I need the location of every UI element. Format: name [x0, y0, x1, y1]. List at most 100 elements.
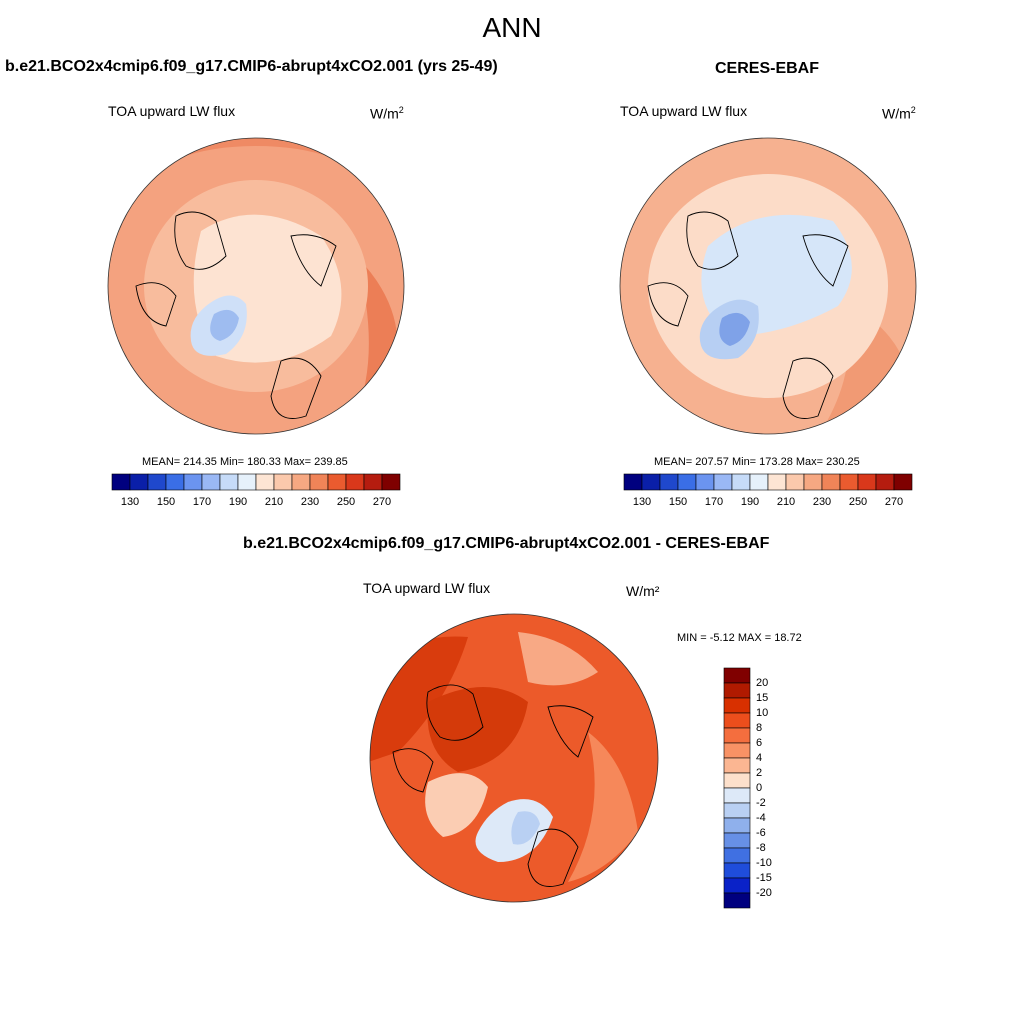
- colorbar-1-swatch: [381, 473, 401, 491]
- colorbar-2-swatch: [713, 473, 733, 491]
- colorbar-3-tick-label: -2: [756, 797, 766, 809]
- panel-2-colorbar-ticks: 130 150 170 190 210 230 250 270: [624, 496, 912, 510]
- panel-3-variable-label: TOA upward LW flux: [363, 580, 491, 596]
- map-3-boundary: [369, 613, 659, 903]
- colorbar-3-tick-label: 4: [756, 752, 763, 764]
- colorbar-2-tick-label: 210: [776, 496, 796, 508]
- colorbar-2-swatch: [839, 473, 859, 491]
- colorbar-2-swatch: [623, 473, 643, 491]
- colorbar-3-tick-label: 8: [756, 722, 763, 734]
- panel-1-variable-label: TOA upward LW flux: [108, 103, 236, 119]
- colorbar-3-tick-label: -20: [756, 887, 772, 899]
- panel-3-units: W/m²: [626, 583, 660, 599]
- colorbar-2-swatch: [695, 473, 715, 491]
- colorbar-3-swatch: [723, 682, 751, 699]
- colorbar-2-tick-label: 230: [812, 496, 832, 508]
- colorbar-3-swatch: [723, 877, 751, 894]
- colorbar-2-tick-label: 170: [704, 496, 724, 508]
- map-1-boundary: [107, 137, 405, 435]
- colorbar-1-swatch: [183, 473, 203, 491]
- panel-3-polar-map: [369, 613, 659, 903]
- colorbar-1-tick-label: 210: [264, 496, 284, 508]
- colorbar-3-swatch: [723, 892, 751, 909]
- colorbar-3-swatch: [723, 697, 751, 714]
- panel-3-colorbar: [723, 667, 751, 909]
- colorbar-3-swatch: [723, 847, 751, 864]
- map-2-boundary: [619, 137, 917, 435]
- map-3-fill-negative-core: [511, 811, 540, 845]
- colorbar-2-swatch: [641, 473, 661, 491]
- panel-1-polar-map: [107, 137, 405, 435]
- map-2-coastlines: [647, 211, 849, 419]
- colorbar-1-swatch: [273, 473, 293, 491]
- colorbar-1-tick-label: 230: [300, 496, 320, 508]
- panel-2-units: W/m2: [882, 105, 916, 122]
- map-3-fill-arctic: [427, 687, 528, 772]
- colorbar-3-tick-label: 0: [756, 782, 763, 794]
- panel-2-colorbar: [623, 473, 913, 491]
- colorbar-3-tick-label: 6: [756, 737, 763, 749]
- colorbar-1-tick-label: 250: [336, 496, 356, 508]
- colorbar-1-swatch: [219, 473, 239, 491]
- colorbar-3-tick-label: 2: [756, 767, 763, 779]
- colorbar-1-swatch: [255, 473, 275, 491]
- colorbar-2-tick-label: 190: [740, 496, 760, 508]
- panel-1-colorbar: [111, 473, 401, 491]
- colorbar-3-tick-label: -10: [756, 857, 772, 869]
- colorbar-2-swatch: [767, 473, 787, 491]
- panel-1-colorbar-ticks: 130 150 170 190 210 230 250 270: [112, 496, 400, 510]
- colorbar-3-swatch: [723, 817, 751, 834]
- colorbar-3-swatch: [723, 832, 751, 849]
- panel-1-stats: MEAN= 214.35 Min= 180.33 Max= 239.85: [142, 456, 348, 468]
- colorbar-2-swatch: [875, 473, 895, 491]
- colorbar-1-swatch: [201, 473, 221, 491]
- colorbar-1-tick-label: 130: [120, 496, 140, 508]
- colorbar-3-swatch: [723, 862, 751, 879]
- map-3-fill-outer: [370, 614, 658, 902]
- colorbar-2-swatch: [749, 473, 769, 491]
- colorbar-2-swatch: [893, 473, 913, 491]
- colorbar-3-tick-label: -15: [756, 872, 772, 884]
- colorbar-2-swatch: [659, 473, 679, 491]
- colorbar-3-swatch: [723, 742, 751, 759]
- colorbar-1-swatch: [165, 473, 185, 491]
- colorbar-2-swatch: [803, 473, 823, 491]
- map-1-coastlines: [135, 211, 337, 419]
- panel-2-stats: MEAN= 207.57 Min= 173.28 Max= 230.25: [654, 456, 860, 468]
- panel-3-stats: MIN = -5.12 MAX = 18.72: [677, 632, 802, 644]
- panel-3-title: b.e21.BCO2x4cmip6.f09_g17.CMIP6-abrupt4x…: [243, 535, 770, 552]
- panel-1-units: W/m2: [370, 105, 404, 122]
- colorbar-2-swatch: [821, 473, 841, 491]
- panel-2-title: CERES-EBAF: [715, 60, 820, 77]
- map-2-fill-greenland-core: [719, 312, 750, 346]
- panel-2-polar-map: [619, 137, 917, 435]
- colorbar-2-swatch: [785, 473, 805, 491]
- colorbar-3-tick-label: 15: [756, 692, 769, 704]
- colorbar-3-swatch: [723, 757, 751, 774]
- colorbar-3-tick-label: -8: [756, 842, 766, 854]
- colorbar-2-swatch: [677, 473, 697, 491]
- colorbar-3-tick-label: 10: [756, 707, 769, 719]
- colorbar-1-swatch: [111, 473, 131, 491]
- colorbar-1-swatch: [237, 473, 257, 491]
- figure-title: ANN: [482, 12, 542, 43]
- colorbar-2-swatch: [731, 473, 751, 491]
- map-3-fill-north-patch: [518, 632, 598, 686]
- colorbar-1-tick-label: 270: [372, 496, 392, 508]
- colorbar-2-tick-label: 150: [668, 496, 688, 508]
- colorbar-3-swatch: [723, 712, 751, 729]
- panel-2-variable-label: TOA upward LW flux: [620, 103, 748, 119]
- colorbar-1-swatch: [291, 473, 311, 491]
- colorbar-2-tick-label: 270: [884, 496, 904, 508]
- colorbar-1-swatch: [309, 473, 329, 491]
- colorbar-1-tick-label: 190: [228, 496, 248, 508]
- colorbar-3-swatch: [723, 667, 751, 684]
- colorbar-1-swatch: [129, 473, 149, 491]
- map-3-fill-east-band: [568, 732, 638, 882]
- colorbar-2-tick-label: 130: [632, 496, 652, 508]
- colorbar-2-swatch: [857, 473, 877, 491]
- colorbar-1-swatch: [363, 473, 383, 491]
- colorbar-3-tick-label: -6: [756, 827, 766, 839]
- colorbar-3-swatch: [723, 802, 751, 819]
- map-3-fill-greenland: [425, 773, 488, 837]
